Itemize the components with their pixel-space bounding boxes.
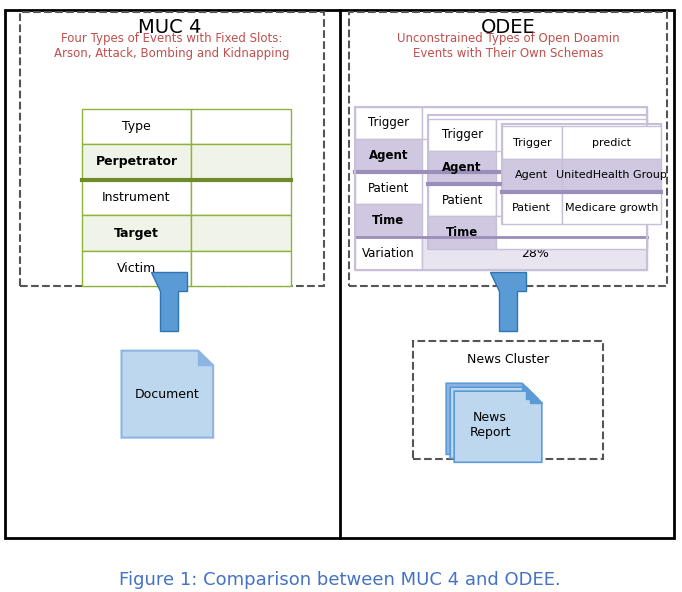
Text: Variation: Variation [362,247,415,260]
Text: Figure 1: Comparison between MUC 4 and ODEE.: Figure 1: Comparison between MUC 4 and O… [119,571,561,589]
Polygon shape [121,350,213,437]
Text: Trigger: Trigger [513,138,551,148]
Text: Agent: Agent [369,149,409,162]
Bar [355,204,422,237]
Bar [502,127,562,159]
Text: Time: Time [446,226,478,239]
Bar [191,180,291,215]
Polygon shape [151,272,188,331]
Bar [355,172,422,204]
Text: Patient: Patient [512,203,551,213]
Bar [562,159,662,192]
Text: Target: Target [114,227,159,240]
Text: ODEE: ODEE [481,18,535,37]
Bar [428,184,496,216]
Bar [82,109,191,144]
Text: Unconstrained Types of Open Doamin
Events with Their Own Schemas: Unconstrained Types of Open Doamin Event… [397,31,619,60]
Text: Trigger: Trigger [441,128,483,141]
Bar [496,184,647,216]
Bar [20,12,324,287]
Bar [422,107,647,139]
Bar [502,159,562,192]
Bar [82,180,191,215]
Bar [82,251,191,287]
Bar [355,237,422,270]
Text: UnitedHealth Group: UnitedHealth Group [556,170,667,181]
Polygon shape [522,383,534,395]
Bar [428,216,496,249]
Bar [496,216,647,249]
Text: Patient: Patient [441,194,483,207]
Polygon shape [198,350,213,365]
Text: Agent: Agent [443,161,482,174]
Polygon shape [526,387,538,399]
Text: 28%: 28% [521,247,549,260]
Text: Patient: Patient [368,182,409,195]
Text: MUC 4: MUC 4 [138,18,201,37]
Bar [355,107,422,139]
Text: Document: Document [135,388,200,401]
Polygon shape [454,391,542,462]
Polygon shape [450,387,538,458]
Bar [82,144,191,180]
Text: News
Report: News Report [469,411,511,439]
Text: Medicare growth: Medicare growth [565,203,658,213]
Text: Time: Time [372,214,404,227]
Bar [355,139,422,172]
Text: report: report [552,128,591,141]
Bar [496,118,647,151]
Text: Four Types of Events with Fixed Slots:
Arson, Attack, Bombing and Kidnapping: Four Types of Events with Fixed Slots: A… [54,31,289,60]
Bar [191,109,291,144]
Polygon shape [446,383,534,455]
Bar [422,237,647,270]
Polygon shape [490,272,526,331]
Text: Instrument: Instrument [102,191,170,204]
Bar [562,192,662,224]
Bar [349,12,667,287]
Text: Trigger: Trigger [368,117,409,130]
Bar [562,127,662,159]
Bar [413,341,603,459]
Text: predict: predict [592,138,631,148]
Text: Type: Type [122,120,151,133]
Bar [502,192,562,224]
Text: Victim: Victim [117,262,156,275]
Text: raise: raise [520,117,550,130]
Bar [428,115,647,249]
Bar [428,151,496,184]
Bar [502,124,662,224]
Text: News Cluster: News Cluster [466,353,549,366]
Bar [191,144,291,180]
Bar [428,118,496,151]
Bar [191,215,291,251]
Bar [82,215,191,251]
Polygon shape [530,391,542,403]
Text: Agent: Agent [516,170,548,181]
Bar [191,251,291,287]
Text: Perpetrator: Perpetrator [95,156,177,169]
Bar [355,107,647,270]
